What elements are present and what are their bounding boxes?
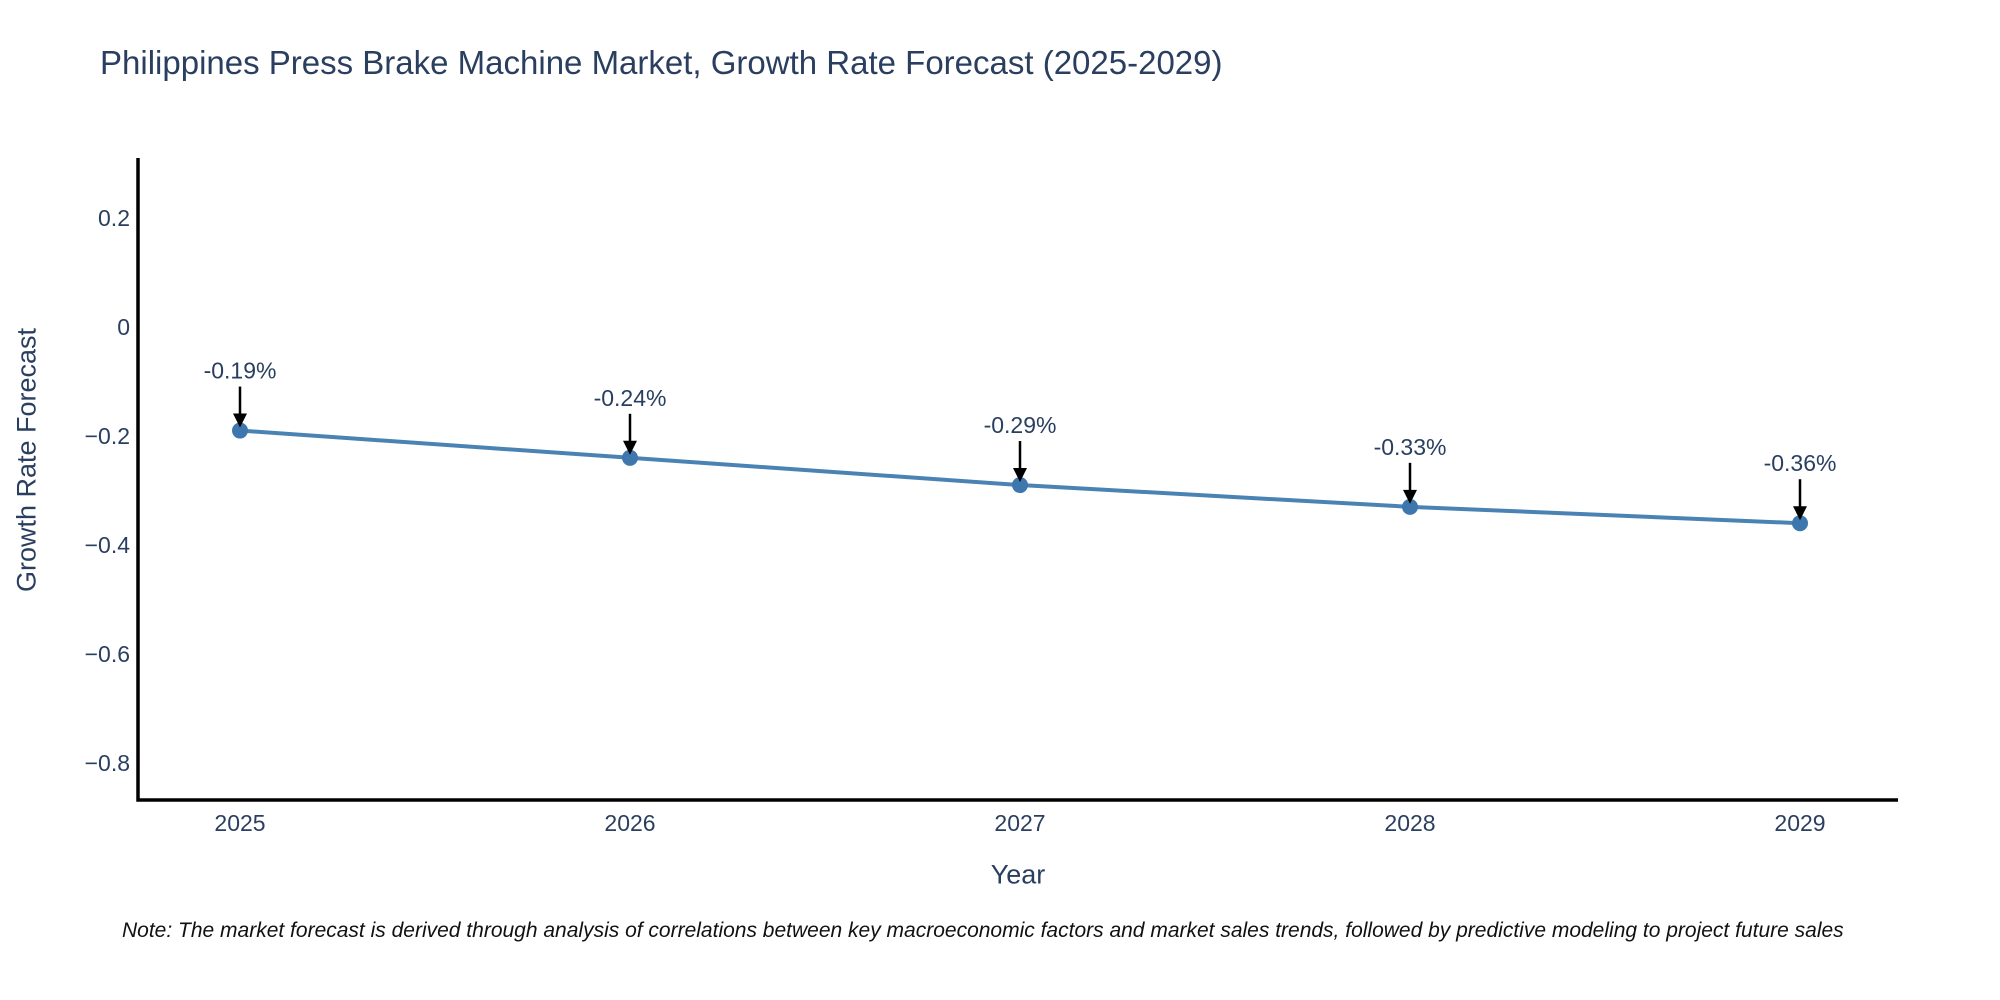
x-axis-title: Year bbox=[990, 859, 1046, 890]
x-tick-label: 2028 bbox=[1384, 810, 1435, 836]
data-point-marker bbox=[1792, 515, 1808, 532]
annotation-label: -0.36% bbox=[1764, 450, 1837, 476]
annotation-arrow-head bbox=[623, 440, 637, 455]
x-tick-label: 2025 bbox=[214, 810, 265, 836]
x-tick-label: 2026 bbox=[604, 810, 655, 836]
y-tick-label: −0.2 bbox=[85, 423, 130, 449]
annotation-label: -0.33% bbox=[1374, 434, 1447, 460]
annotation-arrow-head bbox=[1403, 489, 1417, 504]
data-point-marker bbox=[1012, 477, 1028, 494]
data-point-marker bbox=[622, 449, 638, 466]
y-tick-label: −0.8 bbox=[85, 750, 130, 776]
data-point-marker bbox=[1402, 498, 1418, 515]
annotation-label: -0.24% bbox=[594, 385, 667, 411]
y-tick-label: 0 bbox=[117, 314, 130, 340]
annotation-arrow-head bbox=[1013, 468, 1027, 483]
annotation-label: -0.29% bbox=[984, 412, 1057, 438]
y-tick-label: −0.4 bbox=[85, 532, 131, 558]
x-tick-label: 2027 bbox=[994, 810, 1045, 836]
y-tick-label: −0.6 bbox=[85, 641, 130, 667]
annotation-arrow-head bbox=[233, 413, 247, 428]
footnote: Note: The market forecast is derived thr… bbox=[122, 919, 1844, 942]
annotation-arrow-head bbox=[1793, 506, 1807, 521]
axis-lines bbox=[136, 158, 1898, 802]
data-point-marker bbox=[232, 422, 248, 439]
chart-title: Philippines Press Brake Machine Market, … bbox=[100, 44, 1223, 81]
y-tick-label: 0.2 bbox=[98, 205, 130, 231]
annotation-label: -0.19% bbox=[204, 358, 277, 384]
x-tick-label: 2029 bbox=[1774, 810, 1825, 836]
